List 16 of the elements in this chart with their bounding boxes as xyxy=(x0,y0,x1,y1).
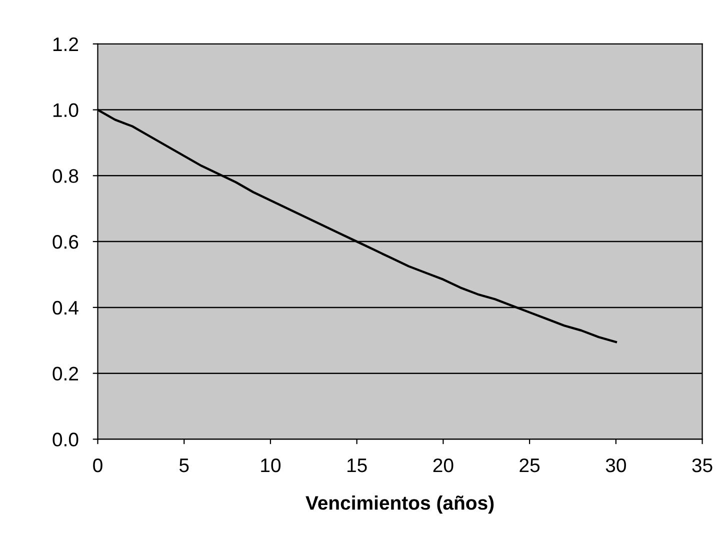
y-tick-label: 0.4 xyxy=(52,300,78,315)
y-tick-label: 0.6 xyxy=(52,235,78,249)
x-tick-label: 10 xyxy=(261,458,281,472)
x-tick-label: 30 xyxy=(606,458,626,472)
x-tick-label: 5 xyxy=(179,458,189,472)
x-tick-label: 0 xyxy=(93,458,102,472)
x-tick-label: 35 xyxy=(692,458,712,472)
y-tick-label: 1.0 xyxy=(53,103,78,118)
x-axis-title: Vencimientos (años) xyxy=(306,496,494,514)
y-tick-label: 0.2 xyxy=(52,366,78,381)
y-tick-label: 0.8 xyxy=(52,169,78,183)
x-tick-label: 15 xyxy=(348,458,367,472)
x-tick-label: 20 xyxy=(433,458,454,472)
x-tick-label: 25 xyxy=(520,458,540,472)
y-tick-label: 0.0 xyxy=(52,432,78,446)
y-tick-label: 1.2 xyxy=(53,37,78,51)
